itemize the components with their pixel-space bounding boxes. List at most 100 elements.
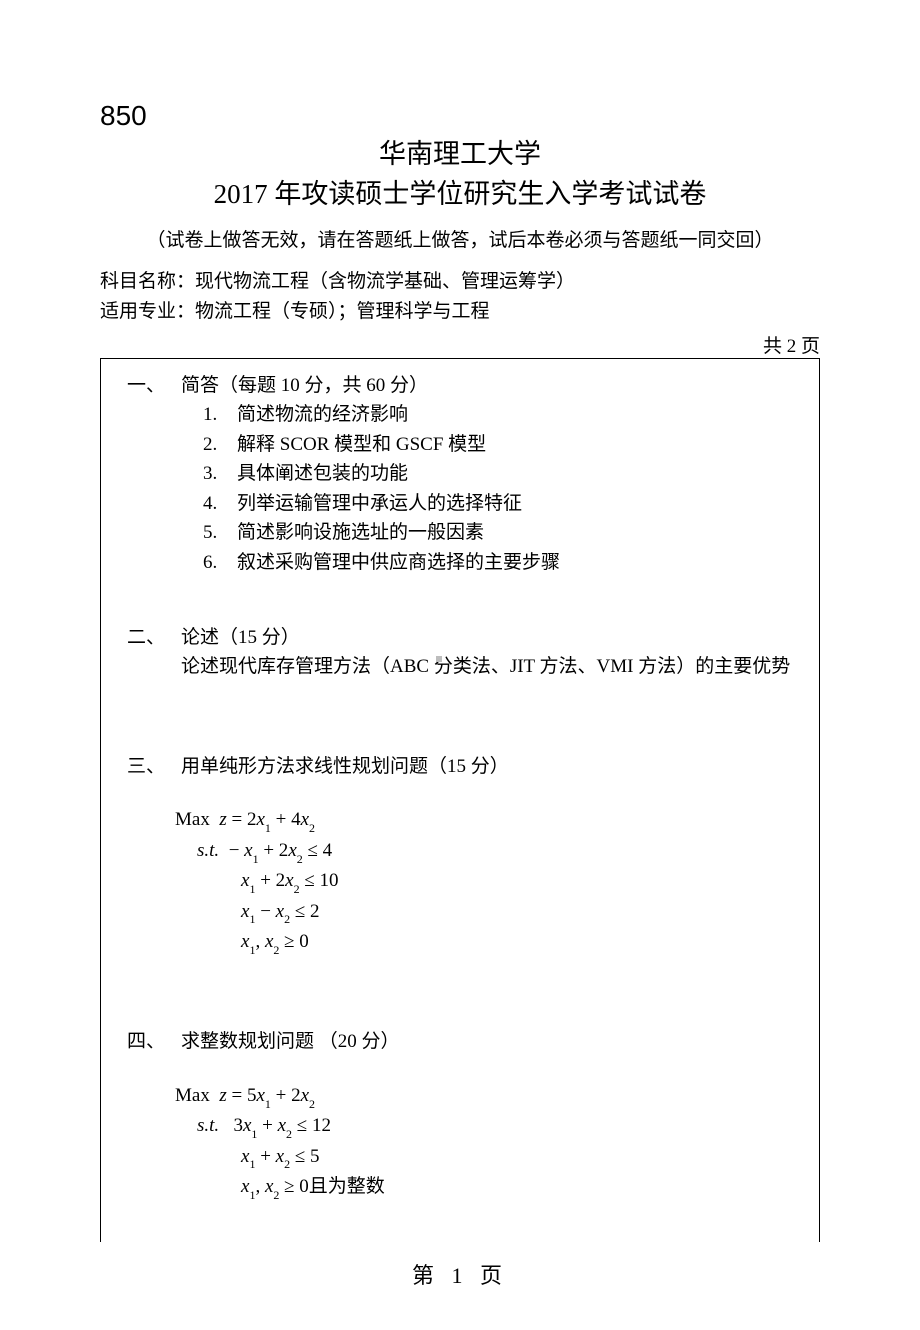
lp-c3: x1 − x2 ≤ 2 bbox=[175, 897, 801, 927]
sub1: 1 bbox=[253, 852, 259, 866]
sub1: 1 bbox=[249, 882, 255, 896]
comma: , bbox=[255, 931, 265, 952]
watermark-dot bbox=[436, 656, 442, 662]
subject-value: 现代物流工程（含物流学基础、管理运筹学） bbox=[195, 271, 575, 292]
q2-text: 解释 SCOR 模型和 GSCF 模型 bbox=[237, 430, 486, 459]
section-1-num: 一、 bbox=[119, 371, 181, 400]
q1-num: 1. bbox=[203, 400, 237, 429]
section-2-head: 论述（15 分） bbox=[181, 623, 801, 652]
sub1: 1 bbox=[249, 1188, 255, 1202]
max-label: Max bbox=[175, 1085, 210, 1106]
section-1-head: 简答（每题 10 分，共 60 分） bbox=[181, 371, 801, 400]
section-3-head: 用单纯形方法求线性规划问题（15 分） bbox=[181, 752, 801, 781]
x: x bbox=[256, 809, 264, 830]
section-3-num: 三、 bbox=[119, 752, 181, 781]
major-label: 适用专业： bbox=[100, 301, 195, 322]
university-name: 华南理工大学 bbox=[100, 136, 820, 174]
x: x bbox=[244, 840, 252, 861]
section-4-head: 求整数规划问题 （20 分） bbox=[181, 1027, 801, 1056]
section-2-num: 二、 bbox=[119, 623, 181, 652]
sub1: 1 bbox=[249, 943, 255, 957]
plus: + bbox=[271, 809, 291, 830]
x: x bbox=[301, 1085, 309, 1106]
st-label: s.t. bbox=[197, 840, 219, 861]
ip-obj: Max z = 5x1 + 2x2 bbox=[175, 1081, 801, 1111]
sub1: 1 bbox=[265, 1097, 271, 1111]
exam-title: 2017 年攻读硕士学位研究生入学考试试卷 bbox=[100, 176, 820, 214]
lp-c2: x1 + 2x2 ≤ 10 bbox=[175, 866, 801, 896]
section-4: 四、 求整数规划问题 （20 分） bbox=[119, 1027, 801, 1056]
sub1: 1 bbox=[265, 821, 271, 835]
x: x bbox=[278, 1115, 286, 1136]
ip-c1: s.t. 3x1 + x2 ≤ 12 bbox=[175, 1111, 801, 1141]
sub2: 2 bbox=[294, 882, 300, 896]
sub2: 2 bbox=[309, 821, 315, 835]
q6-text: 叙述采购管理中供应商选择的主要步骤 bbox=[237, 548, 560, 577]
q6: 6.叙述采购管理中供应商选择的主要步骤 bbox=[203, 548, 801, 577]
cmp: ≤ 10 bbox=[300, 870, 339, 891]
section-4-num: 四、 bbox=[119, 1027, 181, 1056]
x: x bbox=[288, 840, 296, 861]
x: x bbox=[256, 1085, 264, 1106]
ip-nn: x1, x2 ≥ 0且为整数 bbox=[175, 1172, 801, 1202]
exam-notice: （试卷上做答无效，请在答题纸上做答，试后本卷必须与答题纸一同交回） bbox=[100, 226, 820, 256]
content-frame: 一、 简答（每题 10 分，共 60 分） 1.简述物流的经济影响 2.解释 S… bbox=[100, 358, 820, 1242]
q4: 4.列举运输管理中承运人的选择特征 bbox=[203, 489, 801, 518]
q5-text: 简述影响设施选址的一般因素 bbox=[237, 518, 484, 547]
sub2: 2 bbox=[273, 943, 279, 957]
q1: 1.简述物流的经济影响 bbox=[203, 400, 801, 429]
sub2: 2 bbox=[286, 1127, 292, 1141]
neg: − bbox=[229, 840, 244, 861]
z-var: z bbox=[219, 809, 226, 830]
cmp: ≤ 12 bbox=[292, 1115, 331, 1136]
cmp: ≤ 2 bbox=[290, 901, 319, 922]
total-pages: 共 2 页 bbox=[100, 331, 820, 358]
cmp: ≤ 5 bbox=[290, 1146, 319, 1167]
exam-page: 850 华南理工大学 2017 年攻读硕士学位研究生入学考试试卷 （试卷上做答无… bbox=[0, 0, 920, 1330]
cmp: ≤ 4 bbox=[303, 840, 332, 861]
section-3: 三、 用单纯形方法求线性规划问题（15 分） bbox=[119, 752, 801, 781]
sub2: 2 bbox=[297, 852, 303, 866]
sub2: 2 bbox=[284, 1157, 290, 1171]
x: x bbox=[276, 901, 284, 922]
major-line: 适用专业：物流工程（专硕）；管理科学与工程 bbox=[100, 298, 820, 327]
q1-text: 简述物流的经济影响 bbox=[237, 400, 408, 429]
ip-c2: x1 + x2 ≤ 5 bbox=[175, 1142, 801, 1172]
st-label: s.t. bbox=[197, 1115, 219, 1136]
sub1: 1 bbox=[249, 912, 255, 926]
c2: 2 bbox=[291, 1085, 301, 1106]
comma: , bbox=[255, 1176, 265, 1197]
plus: + bbox=[255, 1146, 275, 1167]
subject-line: 科目名称：现代物流工程（含物流学基础、管理运筹学） bbox=[100, 268, 820, 297]
max-label: Max bbox=[175, 809, 210, 830]
eq: = bbox=[227, 809, 247, 830]
c2: 4 bbox=[291, 809, 301, 830]
eq: = bbox=[227, 1085, 247, 1106]
q4-num: 4. bbox=[203, 489, 237, 518]
cmp: ≥ 0 bbox=[279, 931, 308, 952]
plus: + bbox=[271, 1085, 291, 1106]
subject-label: 科目名称： bbox=[100, 271, 195, 292]
q5: 5.简述影响设施选址的一般因素 bbox=[203, 518, 801, 547]
q4-text: 列举运输管理中承运人的选择特征 bbox=[237, 489, 522, 518]
sub2: 2 bbox=[273, 1188, 279, 1202]
q3-text: 具体阐述包装的功能 bbox=[237, 459, 408, 488]
q3: 3.具体阐述包装的功能 bbox=[203, 459, 801, 488]
major-value: 物流工程（专硕）；管理科学与工程 bbox=[195, 301, 490, 322]
x: x bbox=[285, 870, 293, 891]
section-1-list: 1.简述物流的经济影响 2.解释 SCOR 模型和 GSCF 模型 3.具体阐述… bbox=[203, 400, 801, 577]
math-ip: Max z = 5x1 + 2x2 s.t. 3x1 + x2 ≤ 12 x1 … bbox=[175, 1081, 801, 1203]
cmp: ≥ 0且为整数 bbox=[279, 1176, 384, 1197]
q6-num: 6. bbox=[203, 548, 237, 577]
x: x bbox=[276, 1146, 284, 1167]
lp-nn: x1, x2 ≥ 0 bbox=[175, 927, 801, 957]
coef: 3 bbox=[233, 1115, 243, 1136]
coef: + 2 bbox=[255, 870, 285, 891]
coef: + 2 bbox=[259, 840, 289, 861]
minus: − bbox=[255, 901, 275, 922]
lp-obj: Max z = 2x1 + 4x2 bbox=[175, 805, 801, 835]
z-var: z bbox=[219, 1085, 226, 1106]
lp-c1: s.t. − x1 + 2x2 ≤ 4 bbox=[175, 836, 801, 866]
section-1: 一、 简答（每题 10 分，共 60 分） 1.简述物流的经济影响 2.解释 S… bbox=[119, 371, 801, 577]
math-lp: Max z = 2x1 + 4x2 s.t. − x1 + 2x2 ≤ 4 x1… bbox=[175, 805, 801, 957]
